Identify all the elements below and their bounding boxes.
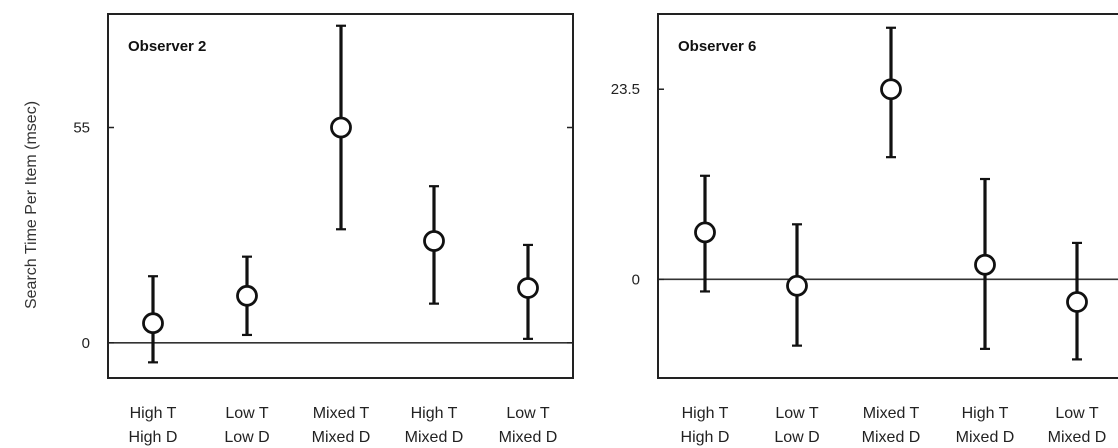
data-point <box>786 274 808 297</box>
category-label: Mixed D <box>405 429 464 446</box>
panel-observer-6: 0 23.5 Observer 6 High T High D Low T Low D Mix… <box>611 13 1118 446</box>
plot-frame <box>657 13 1118 379</box>
category-label: High T <box>962 405 1009 422</box>
category-label: Mixed D <box>862 429 921 446</box>
y-tick-label: 23.5 <box>611 81 640 98</box>
y-tick-label: 0 <box>632 271 640 288</box>
panel-title: Observer 2 <box>128 38 206 55</box>
category-label: High T <box>130 405 177 422</box>
category-label: High D <box>129 429 178 446</box>
category-label: High D <box>681 429 730 446</box>
category-label: Mixed D <box>499 429 558 446</box>
plot-frame <box>107 13 574 379</box>
category-label: Low T <box>775 405 819 422</box>
data-point <box>236 284 258 307</box>
category-label: Low D <box>224 429 269 446</box>
data-point <box>880 78 902 101</box>
category-label: Mixed T <box>863 405 920 422</box>
y-tick-label: 55 <box>73 120 90 137</box>
category-label: Low T <box>506 405 550 422</box>
panel-title: Observer 6 <box>678 38 756 55</box>
category-label: Low T <box>225 405 269 422</box>
category-label: High T <box>682 405 729 422</box>
data-point <box>330 116 352 139</box>
category-label: Mixed T <box>313 405 370 422</box>
data-point <box>142 312 164 335</box>
data-point <box>517 277 539 299</box>
data-point <box>974 253 996 276</box>
category-label: Mixed D <box>956 429 1015 446</box>
y-axis-label: Search Time Per Item (msec) <box>23 101 40 309</box>
category-label: Low T <box>1055 405 1099 422</box>
data-point <box>694 221 716 244</box>
data-point <box>1066 291 1088 313</box>
data-point <box>423 230 445 252</box>
category-label: Low D <box>774 429 819 446</box>
panel-observer-2: 0 55 Observer 2 High T High D Low T Low D Mixed… <box>73 13 574 446</box>
category-label: High T <box>411 405 458 422</box>
category-label: Mixed D <box>312 429 371 446</box>
category-label: Mixed D <box>1048 429 1107 446</box>
y-tick-label: 0 <box>82 335 90 352</box>
